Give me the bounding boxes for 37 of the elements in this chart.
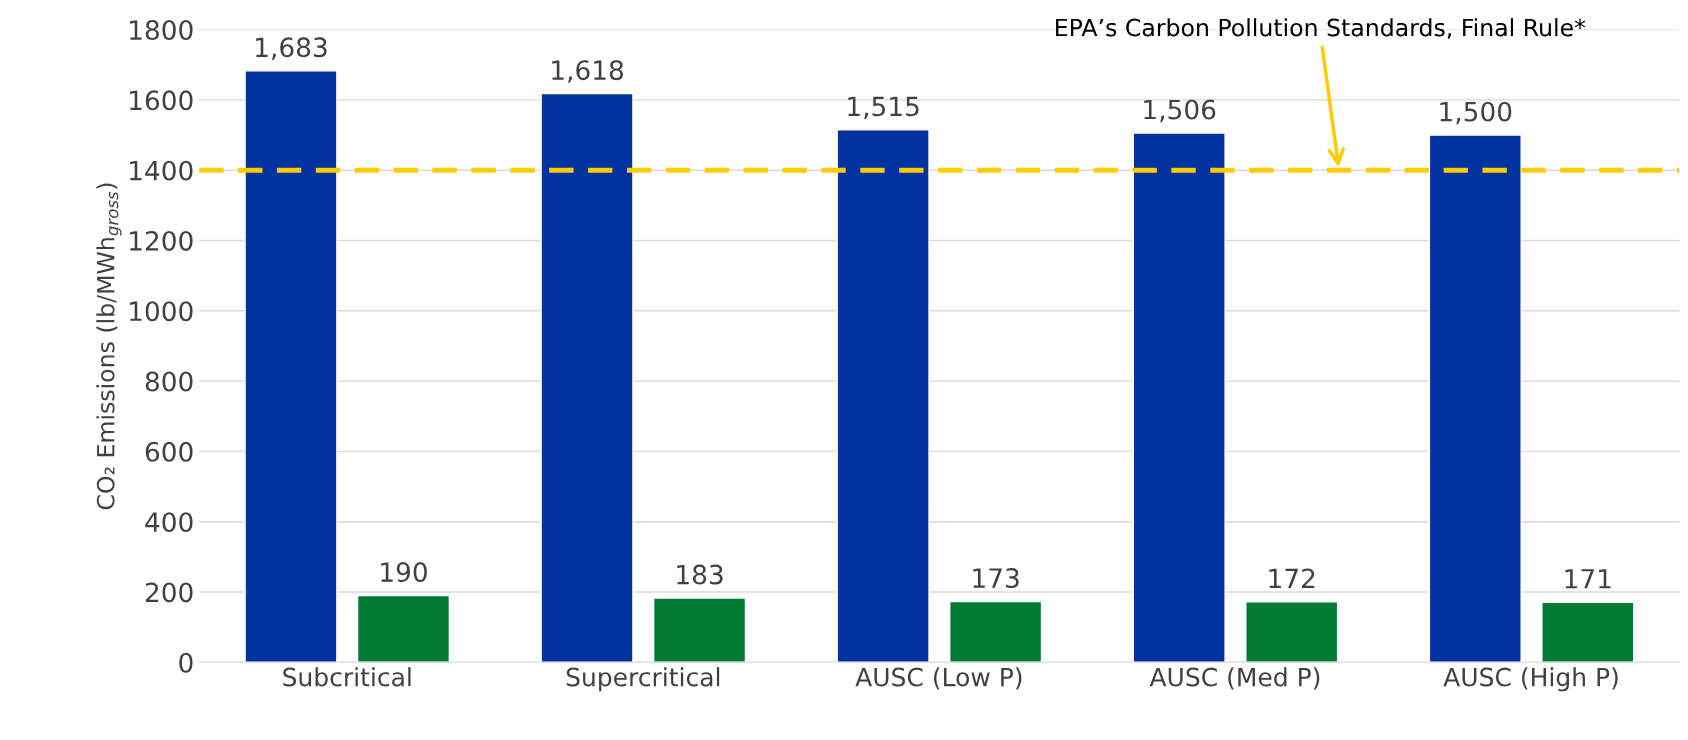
data-label: 173 bbox=[973, 568, 1019, 589]
data-label: 1,683 bbox=[256, 37, 327, 60]
data-label: 183 bbox=[677, 564, 723, 585]
data-label: 1,506 bbox=[1144, 99, 1216, 123]
data-label: 172 bbox=[1269, 568, 1315, 589]
x-tick-label: AUSC (High P) bbox=[1443, 667, 1618, 692]
x-tick-label: Subcritical bbox=[283, 667, 411, 687]
bar bbox=[1245, 601, 1339, 663]
y-tick-label: 400 bbox=[145, 512, 193, 533]
x-tick-label: AUSC (Med P) bbox=[1149, 667, 1320, 690]
y-tick-label: 800 bbox=[145, 371, 193, 392]
y-axis-title: CO₂ Emissions (lb/MWh$_{gross}$) bbox=[96, 183, 122, 510]
bar bbox=[356, 594, 451, 663]
y-tick-label: 1800 bbox=[130, 20, 193, 40]
data-label: 1,618 bbox=[552, 60, 624, 83]
y-tick-label: 0 bbox=[179, 652, 193, 673]
bar bbox=[836, 129, 930, 663]
y-tick-label: 200 bbox=[145, 582, 193, 603]
y-tick-label: 1400 bbox=[130, 160, 193, 181]
y-tick-label: 1200 bbox=[130, 230, 193, 251]
y-tick-label: 1600 bbox=[130, 90, 193, 111]
bar bbox=[1132, 132, 1226, 663]
data-label: 171 bbox=[1565, 569, 1611, 589]
bar bbox=[1541, 601, 1635, 663]
data-label: 1,500 bbox=[1440, 101, 1512, 125]
bar bbox=[1428, 134, 1522, 663]
bar bbox=[949, 600, 1043, 663]
bar bbox=[244, 70, 338, 663]
data-label: 190 bbox=[381, 562, 427, 583]
x-tick-label: Supercritical bbox=[566, 667, 720, 692]
y-tick-label: 1000 bbox=[130, 301, 193, 322]
bar bbox=[652, 597, 747, 663]
x-tick-label: AUSC (Low P) bbox=[855, 667, 1022, 690]
y-tick-label: 600 bbox=[145, 441, 193, 462]
ref-line-label: EPA’s Carbon Pollution Standards, Final Rule* bbox=[1056, 18, 1586, 39]
bar bbox=[540, 92, 634, 663]
data-label: 1,515 bbox=[848, 96, 919, 120]
